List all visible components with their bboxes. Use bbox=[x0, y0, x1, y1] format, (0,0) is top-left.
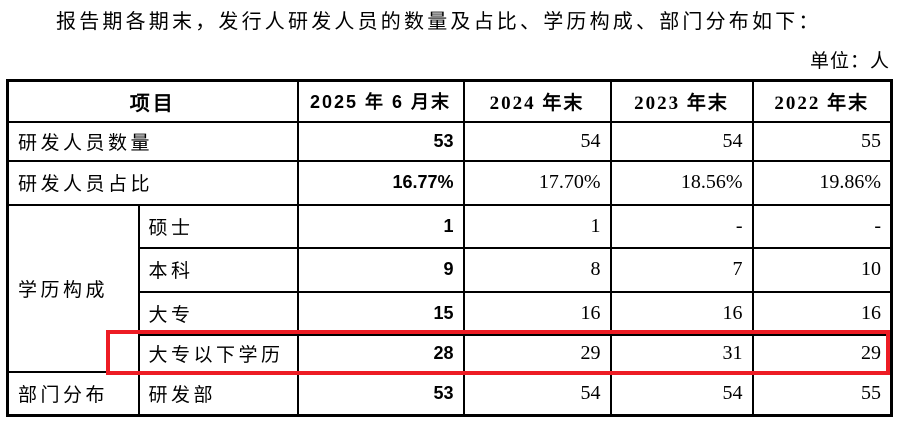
cell-headcount-2023: 54 bbox=[609, 120, 754, 162]
rd-personnel-table: 项目 2025 年 6 月末 2024 年末 2023 年末 2022 年末 研… bbox=[6, 79, 893, 417]
table-header-row: 项目 2025 年 6 月末 2024 年末 2023 年末 2022 年末 bbox=[6, 79, 893, 123]
row-label-ratio: 研发人员占比 bbox=[6, 159, 299, 206]
column-header-2025-jun: 2025 年 6 月末 bbox=[296, 79, 465, 123]
column-header-2023: 2023 年末 bbox=[609, 79, 754, 123]
table-row-education-bachelor: 本科 9 8 7 10 bbox=[8, 246, 893, 293]
row-label-college: 大专 bbox=[137, 290, 299, 336]
cell-bachelor-2022: 10 bbox=[751, 246, 893, 293]
cell-below-college-2025: 28 bbox=[296, 333, 465, 373]
cell-master-2024: 1 bbox=[462, 203, 612, 249]
table-row-education-college: 大专 15 16 16 16 bbox=[8, 290, 893, 336]
cell-bachelor-2023: 7 bbox=[609, 246, 754, 293]
table-row-ratio: 研发人员占比 16.77% 17.70% 18.56% 19.86% bbox=[6, 159, 893, 206]
table-row-education-below-college: 大专以下学历 28 29 31 29 bbox=[8, 333, 893, 373]
column-header-2022: 2022 年末 bbox=[751, 79, 893, 123]
row-label-bachelor: 本科 bbox=[137, 246, 299, 293]
cell-below-college-2024: 29 bbox=[462, 333, 612, 373]
row-label-department-group: 部门分布 bbox=[6, 370, 140, 417]
unit-label: 单位：人 bbox=[809, 51, 890, 72]
row-label-headcount: 研发人员数量 bbox=[6, 120, 299, 162]
cell-ratio-2022: 19.86% bbox=[751, 159, 893, 206]
row-label-below-college: 大专以下学历 bbox=[137, 333, 299, 373]
cell-college-2024: 16 bbox=[462, 290, 612, 336]
cell-headcount-2024: 54 bbox=[462, 120, 612, 162]
cell-bachelor-2025: 9 bbox=[296, 246, 465, 293]
table-row-headcount: 研发人员数量 53 54 54 55 bbox=[6, 120, 893, 162]
column-header-item: 项目 bbox=[6, 79, 299, 123]
cell-master-2022: - bbox=[751, 203, 893, 249]
column-header-2024: 2024 年末 bbox=[462, 79, 612, 123]
table-row-department: 部门分布 研发部 53 54 54 55 bbox=[6, 370, 893, 417]
cell-department-2025: 53 bbox=[296, 370, 465, 417]
cell-college-2025: 15 bbox=[296, 290, 465, 336]
cell-college-2022: 16 bbox=[751, 290, 893, 336]
cell-department-2024: 54 bbox=[462, 370, 612, 417]
cell-headcount-2025: 53 bbox=[296, 120, 465, 162]
cell-master-2025: 1 bbox=[296, 203, 465, 249]
cell-master-2023: - bbox=[609, 203, 754, 249]
intro-paragraph: 报告期各期末，发行人研发人员的数量及占比、学历构成、部门分布如下： bbox=[56, 11, 822, 33]
cell-ratio-2024: 17.70% bbox=[462, 159, 612, 206]
cell-bachelor-2024: 8 bbox=[462, 246, 612, 293]
table-row-education-master: 学历构成 硕士 1 1 - - bbox=[6, 203, 893, 373]
row-label-master: 硕士 bbox=[137, 203, 299, 249]
row-label-rd-department: 研发部 bbox=[137, 370, 299, 417]
row-label-education-group: 学历构成 bbox=[6, 203, 140, 373]
cell-department-2022: 55 bbox=[751, 370, 893, 417]
cell-college-2023: 16 bbox=[609, 290, 754, 336]
cell-headcount-2022: 55 bbox=[751, 120, 893, 162]
cell-department-2023: 54 bbox=[609, 370, 754, 417]
cell-below-college-2023: 31 bbox=[609, 333, 754, 373]
cell-ratio-2025: 16.77% bbox=[296, 159, 465, 206]
cell-ratio-2023: 18.56% bbox=[609, 159, 754, 206]
cell-below-college-2022: 29 bbox=[751, 333, 893, 373]
